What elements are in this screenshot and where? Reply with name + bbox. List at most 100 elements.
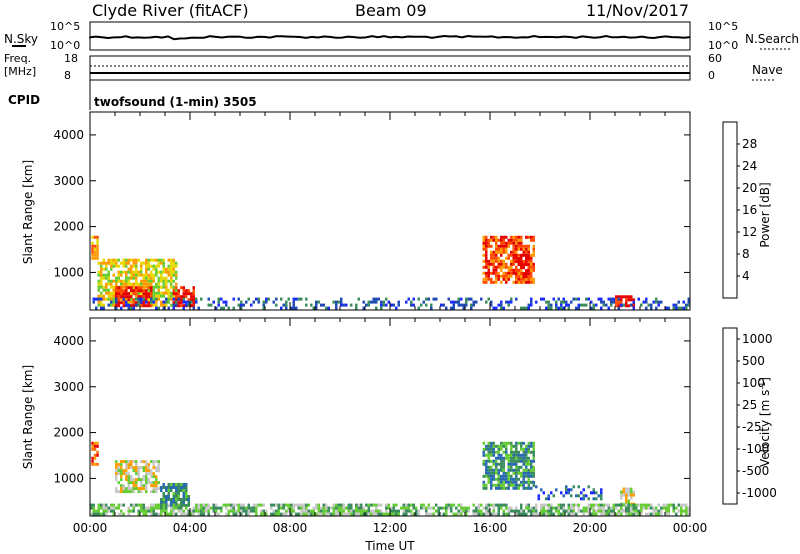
power-echo-cell [122, 285, 125, 289]
power-echo-cell [155, 294, 158, 298]
power-echo-cell [510, 235, 513, 239]
power-echo-cell [122, 261, 125, 265]
vel-echo-cell [95, 509, 98, 513]
power-echo-cell [165, 303, 168, 307]
power-echo-cell [450, 300, 453, 304]
power-echo-cell [247, 297, 250, 301]
velocity-colorbar-label-sup: -1 [758, 382, 767, 390]
vel-echo-cell [310, 509, 313, 513]
power-echo-cell [187, 300, 190, 304]
power-echo-cell [512, 262, 515, 266]
power-echo-cell [155, 264, 158, 268]
vel-echo-cell [207, 512, 210, 516]
power-echo-cell [562, 300, 565, 304]
power-echo-cell [265, 300, 268, 304]
vel-echo-cell [182, 489, 185, 492]
vel-echo-cell [160, 489, 163, 492]
vel-echo-cell [570, 512, 573, 516]
power-echo-cell [627, 295, 630, 299]
vel-echo-cell [115, 506, 118, 510]
power-echo-cell [527, 280, 530, 284]
power-echo-cell [120, 289, 123, 293]
power-echo-cell [292, 303, 295, 307]
nsky-trace [89, 34, 691, 41]
power-echo-cell [500, 259, 503, 263]
vel-echo-cell [167, 486, 170, 489]
vel-echo-cell [322, 512, 325, 516]
power-echo-cell [615, 301, 618, 305]
power-echo-cell [115, 304, 118, 308]
power-echo-cell [487, 259, 490, 263]
power-echo-cell [180, 301, 183, 305]
power-echo-cell [120, 273, 123, 277]
vel-echo-cell [427, 506, 430, 510]
vel-echo-cell [290, 503, 293, 507]
vel-echo-cell [490, 471, 493, 475]
vel-echo-cell [145, 509, 148, 513]
power-echo-cell [632, 298, 635, 302]
vel-echo-cell [132, 466, 135, 470]
power-echo-cell [172, 289, 175, 293]
power-echo-cell [532, 247, 535, 251]
vel-echo-cell [530, 441, 533, 445]
power-echo-cell [687, 303, 690, 307]
vel-echo-cell [462, 509, 465, 513]
power-echo-cell [505, 262, 508, 266]
vel-echo-cell [135, 478, 138, 482]
power-echo-cell [675, 303, 678, 307]
vel-echo-cell [515, 456, 518, 460]
vel-echo-cell [132, 484, 135, 488]
vel-echo-cell [185, 506, 188, 510]
vel-echo-cell [325, 512, 328, 516]
vel-echo-cell [687, 512, 690, 516]
vel-echo-cell [240, 512, 243, 516]
vel-echo-cell [505, 456, 508, 460]
power-echo-cell [485, 300, 488, 304]
vel-echo-cell [590, 506, 593, 510]
vel-echo-cell [332, 509, 335, 513]
power-echo-cell [140, 279, 143, 283]
vel-echo-cell [620, 506, 623, 510]
vel-echo-cell [165, 495, 168, 498]
vel-echo-cell [517, 512, 520, 516]
vel-echo-cell [140, 460, 143, 464]
power-echo-cell [96, 247, 99, 251]
power-echo-cell [585, 297, 588, 301]
vel-echo-cell [112, 503, 115, 507]
power-echo-cell [550, 306, 553, 310]
vel-echo-cell [120, 484, 123, 488]
power-echo-cell [132, 292, 135, 296]
vel-echo-cell [195, 506, 198, 510]
power-echo-cell [175, 295, 178, 299]
power-echo-cell [96, 250, 99, 254]
power-echo-cell [115, 289, 118, 293]
power-echo-cell [520, 277, 523, 281]
vel-echo-cell [437, 509, 440, 513]
vel-echo-cell [182, 498, 185, 501]
vel-echo-cell [487, 480, 490, 484]
date-title: 11/Nov/2017 [586, 1, 689, 20]
vel-echo-cell [130, 478, 133, 482]
vel-echo-cell [280, 503, 283, 507]
vel-echo-cell [327, 512, 330, 516]
power-echo-cell [125, 295, 128, 299]
power-echo-cell [97, 297, 100, 301]
vel-echo-cell [497, 447, 500, 451]
vel-echo-cell [145, 475, 148, 479]
vel-echo-cell [452, 512, 455, 516]
power-echo-cell [642, 300, 645, 304]
vel-echo-cell [547, 497, 550, 501]
vel-echo-cell [572, 485, 575, 489]
vel-echo-cell [515, 474, 518, 478]
power-echo-cell [530, 303, 533, 307]
power-echo-cell [200, 297, 203, 301]
power-echo-cell [520, 266, 523, 270]
vel-echo-cell [152, 460, 155, 464]
vel-echo-cell [527, 506, 530, 510]
power-echo-cell [540, 297, 543, 301]
vel-echo-cell [317, 512, 320, 516]
vel-echo-cell [525, 480, 528, 484]
power-echo-cell [495, 256, 498, 260]
power-echo-cell [107, 261, 110, 265]
vel-echo-cell [662, 506, 665, 510]
